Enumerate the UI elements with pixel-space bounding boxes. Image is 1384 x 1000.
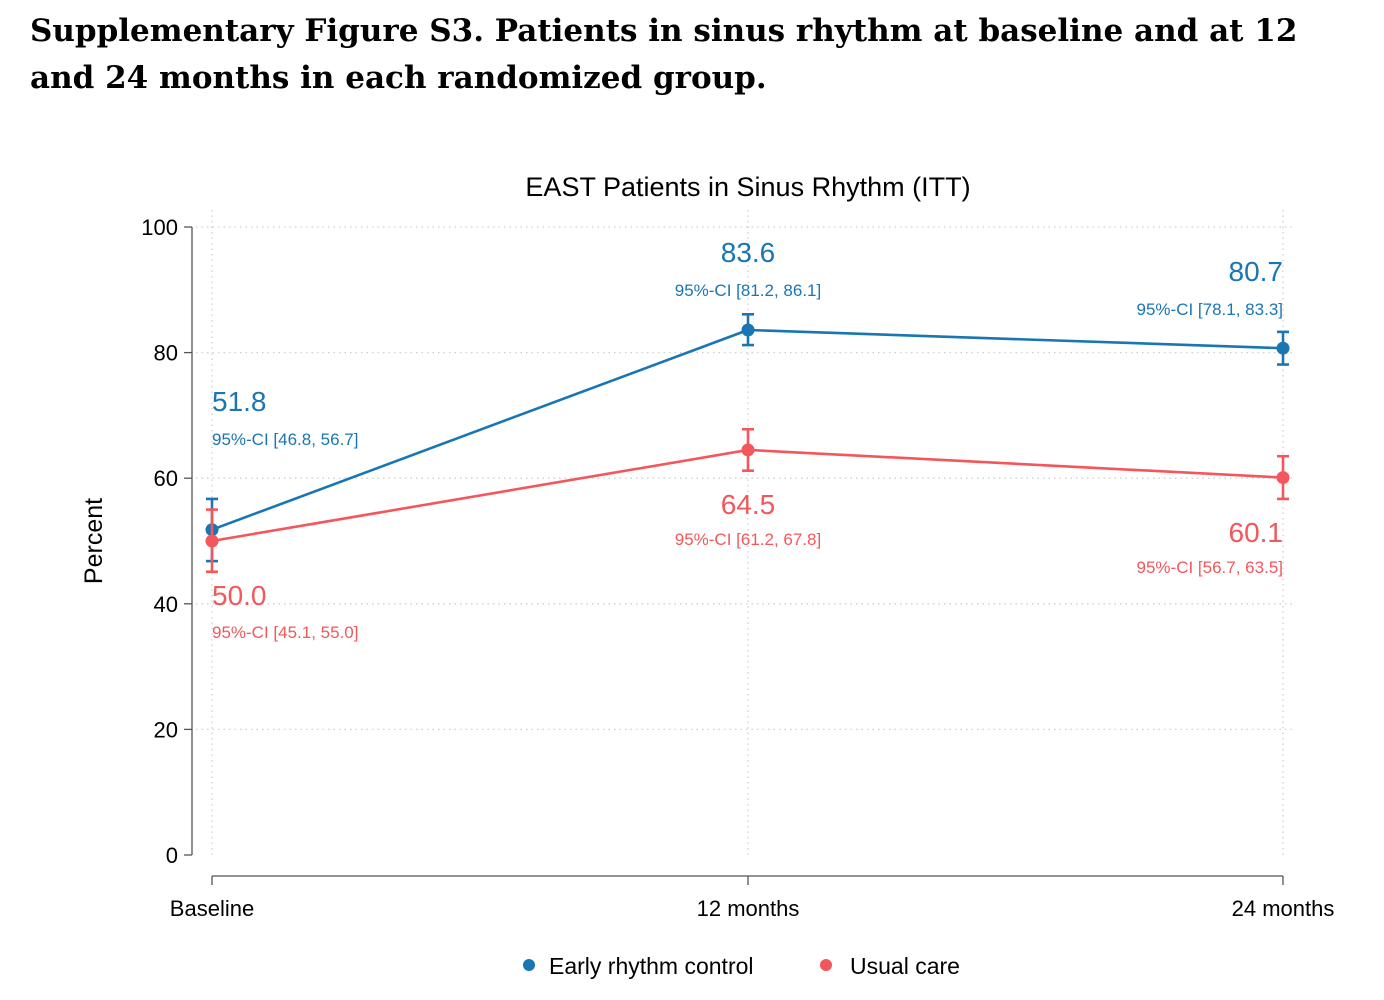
data-value-label: 83.6 — [721, 237, 776, 268]
data-value-label: 64.5 — [721, 489, 776, 520]
chart-title: EAST Patients in Sinus Rhythm (ITT) — [525, 172, 970, 202]
data-point — [1276, 471, 1290, 485]
ci-label: 95%-CI [45.1, 55.0] — [212, 623, 358, 642]
data-value-label: 80.7 — [1229, 256, 1284, 287]
y-tick-label: 60 — [154, 466, 178, 491]
plot-area: 0 20 40 60 80 100 Baseline 12 months 24 months 51… — [141, 210, 1334, 979]
data-point — [741, 323, 755, 337]
ci-label: 95%-CI [81.2, 86.1] — [675, 281, 821, 300]
x-tick-label: Baseline — [170, 896, 254, 921]
ci-label: 95%-CI [61.2, 67.8] — [675, 530, 821, 549]
y-tick-label: 40 — [154, 592, 178, 617]
data-point — [1276, 341, 1290, 355]
data-value-label: 60.1 — [1229, 517, 1284, 548]
figure-caption: Supplementary Figure S3. Patients in sin… — [30, 13, 1298, 96]
y-tick-label: 100 — [141, 215, 178, 240]
y-tick-label: 80 — [154, 341, 178, 366]
x-tick-label: 24 months — [1232, 896, 1335, 921]
ci-label: 95%-CI [78.1, 83.3] — [1137, 300, 1283, 319]
legend-marker — [820, 959, 832, 971]
legend-marker — [523, 959, 535, 971]
x-tick-label: 12 months — [697, 896, 800, 921]
data-value-label: 51.8 — [212, 386, 267, 417]
ci-label: 95%-CI [56.7, 63.5] — [1137, 558, 1283, 577]
legend-label: Early rhythm control — [549, 953, 754, 979]
data-point — [741, 443, 755, 457]
legend-label: Usual care — [850, 953, 960, 979]
y-axis-label: Percent — [80, 498, 108, 584]
data-value-label: 50.0 — [212, 580, 267, 611]
ci-label: 95%-CI [46.8, 56.7] — [212, 430, 358, 449]
y-tick-label: 20 — [154, 717, 178, 742]
y-tick-label: 0 — [166, 843, 178, 868]
data-point — [205, 534, 219, 548]
